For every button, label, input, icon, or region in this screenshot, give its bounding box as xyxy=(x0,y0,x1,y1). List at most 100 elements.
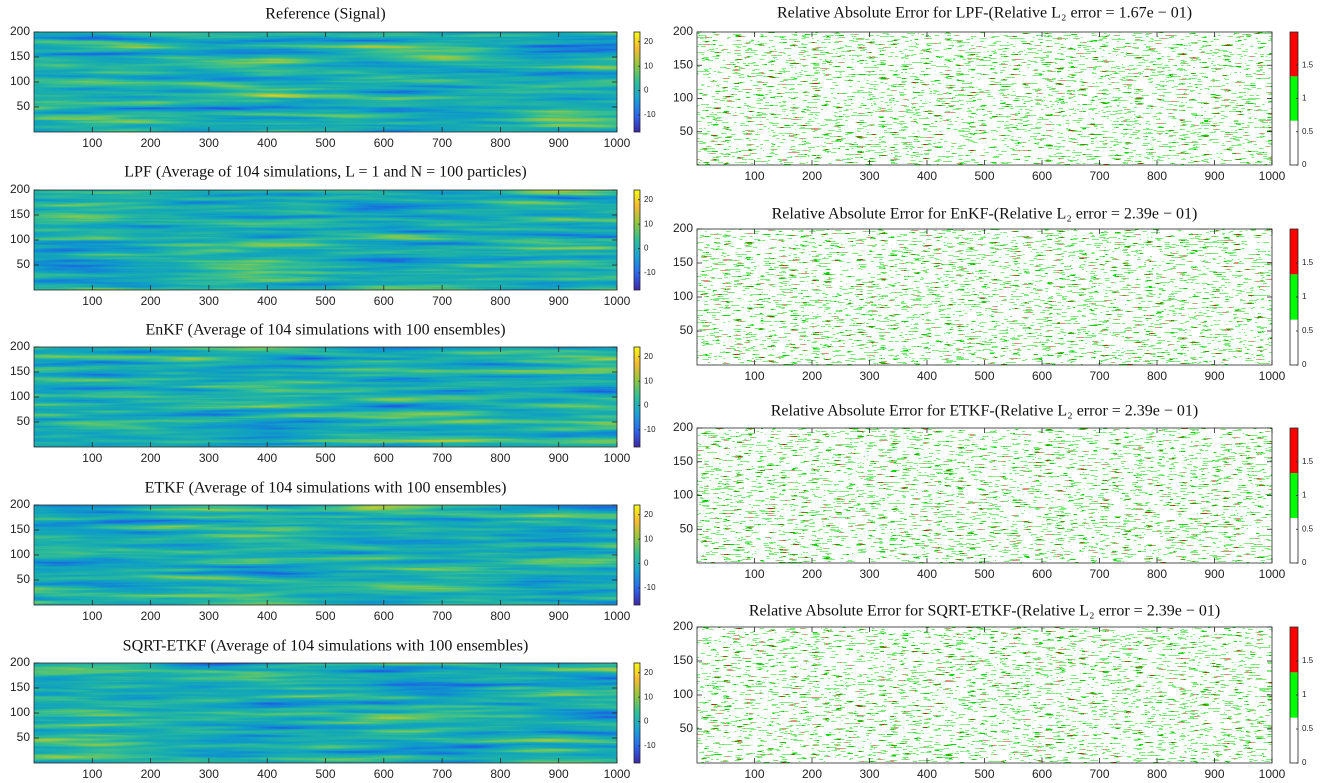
x-tick-label: 500 xyxy=(315,294,335,308)
colorbar-tick-label: 1.5 xyxy=(1302,258,1314,267)
colorbar-segment xyxy=(1290,229,1298,275)
y-tick-label: 150 xyxy=(10,680,30,694)
x-tick-label: 700 xyxy=(432,136,452,150)
colorbar-tick-label: 20 xyxy=(644,37,653,46)
x-tick-label: 400 xyxy=(257,136,277,150)
y-tick-label: 150 xyxy=(10,522,30,536)
x-tick-label: 600 xyxy=(374,136,394,150)
x-tick-label: 700 xyxy=(432,609,452,623)
x-tick-label: 900 xyxy=(549,294,569,308)
x-tick-label: 500 xyxy=(315,767,335,781)
x-tick-label: 200 xyxy=(141,609,161,623)
x-tick-label: 600 xyxy=(374,294,394,308)
colorbar-segment xyxy=(1290,518,1298,563)
x-tick-label: 300 xyxy=(199,609,219,623)
x-tick-label: 900 xyxy=(1204,567,1224,581)
x-tick-label: 100 xyxy=(744,567,764,581)
x-tick-label: 900 xyxy=(1204,369,1224,383)
x-tick-label: 100 xyxy=(82,609,102,623)
x-tick-label: 100 xyxy=(82,136,102,150)
colorbar-tick-label: -10 xyxy=(644,268,656,277)
y-tick-label: 50 xyxy=(680,124,694,138)
x-tick-label: 400 xyxy=(257,451,277,465)
y-tick-label: 50 xyxy=(17,572,31,586)
x-tick-label: 200 xyxy=(141,136,161,150)
panel-title: Reference (Signal) xyxy=(265,6,385,23)
x-tick-label: 200 xyxy=(141,767,161,781)
x-tick-label: 500 xyxy=(315,609,335,623)
panel-title: Relative Absolute Error for ETKF-(Relati… xyxy=(771,403,1199,420)
x-tick-label: 200 xyxy=(802,169,822,183)
colorbar-segment xyxy=(1290,274,1298,320)
x-tick-label: 400 xyxy=(257,294,277,308)
y-tick-label: 100 xyxy=(10,705,30,719)
panel: Relative Absolute Error for EnKF-(Relati… xyxy=(673,206,1314,384)
colorbar xyxy=(634,190,640,290)
heatmap-image xyxy=(34,663,617,763)
y-tick-label: 100 xyxy=(10,547,30,561)
y-tick-label: 150 xyxy=(673,653,693,667)
panel: Relative Absolute Error for SQRT-ETKF-(R… xyxy=(673,603,1314,782)
y-tick-label: 200 xyxy=(10,497,30,511)
x-tick-label: 100 xyxy=(82,451,102,465)
y-tick-label: 50 xyxy=(680,721,694,735)
x-tick-label: 700 xyxy=(1089,767,1109,781)
x-tick-label: 700 xyxy=(432,767,452,781)
colorbar-tick-label: 20 xyxy=(644,352,653,361)
y-tick-label: 200 xyxy=(10,24,30,38)
x-tick-label: 400 xyxy=(917,169,937,183)
colorbar xyxy=(634,663,640,763)
colorbar-tick-label: 10 xyxy=(644,534,653,543)
x-tick-label: 500 xyxy=(315,451,335,465)
x-tick-label: 1000 xyxy=(604,451,631,465)
x-tick-label: 500 xyxy=(974,369,994,383)
x-tick-label: 900 xyxy=(549,451,569,465)
x-tick-label: 1000 xyxy=(604,294,631,308)
y-tick-label: 50 xyxy=(680,323,694,337)
x-tick-label: 300 xyxy=(199,136,219,150)
x-tick-label: 300 xyxy=(859,369,879,383)
x-tick-label: 600 xyxy=(374,451,394,465)
panel: Relative Absolute Error for LPF-(Relativ… xyxy=(673,5,1314,184)
x-tick-label: 900 xyxy=(1204,767,1224,781)
x-tick-label: 500 xyxy=(974,567,994,581)
y-tick-label: 150 xyxy=(10,49,30,63)
colorbar-tick-label: 20 xyxy=(644,510,653,519)
x-tick-label: 1000 xyxy=(604,136,631,150)
y-tick-label: 200 xyxy=(10,655,30,669)
colorbar-tick-label: 0.5 xyxy=(1302,127,1314,136)
panel-title: LPF (Average of 104 simulations, L = 1 a… xyxy=(124,164,526,181)
x-tick-label: 200 xyxy=(141,451,161,465)
x-tick-label: 400 xyxy=(917,369,937,383)
colorbar-tick-label: 0.5 xyxy=(1302,724,1314,733)
x-tick-label: 100 xyxy=(744,169,764,183)
x-tick-label: 600 xyxy=(1032,767,1052,781)
colorbar-frame xyxy=(633,662,641,764)
x-tick-label: 500 xyxy=(974,169,994,183)
heatmap-image xyxy=(34,505,617,605)
x-tick-label: 700 xyxy=(1089,567,1109,581)
panel-title: ETKF (Average of 104 simulations with 10… xyxy=(145,480,507,497)
x-tick-label: 600 xyxy=(1032,567,1052,581)
colorbar-tick-label: 0 xyxy=(644,244,649,253)
colorbar-tick-label: 0.5 xyxy=(1302,524,1314,533)
y-tick-label: 200 xyxy=(673,420,693,434)
panel-title: Relative Absolute Error for EnKF-(Relati… xyxy=(772,206,1198,223)
x-tick-label: 800 xyxy=(1147,767,1167,781)
y-tick-label: 200 xyxy=(10,182,30,196)
colorbar xyxy=(634,505,640,605)
x-tick-label: 800 xyxy=(490,609,510,623)
colorbar xyxy=(634,32,640,132)
colorbar-segment xyxy=(1290,76,1298,121)
x-tick-label: 600 xyxy=(1032,369,1052,383)
y-tick-label: 150 xyxy=(673,255,693,269)
panel-title: SQRT-ETKF (Average of 104 simulations wi… xyxy=(123,638,529,655)
panel-title: EnKF (Average of 104 simulations with 10… xyxy=(145,322,505,339)
colorbar-frame xyxy=(633,504,641,606)
colorbar-segment xyxy=(1290,717,1298,763)
y-tick-label: 100 xyxy=(10,389,30,403)
y-tick-label: 200 xyxy=(10,339,30,353)
x-tick-label: 1000 xyxy=(604,609,631,623)
x-tick-label: 700 xyxy=(1089,169,1109,183)
